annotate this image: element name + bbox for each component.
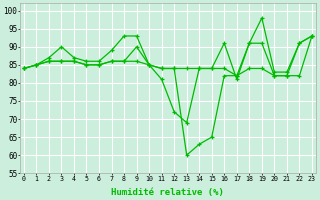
X-axis label: Humidité relative (%): Humidité relative (%) — [111, 188, 224, 197]
